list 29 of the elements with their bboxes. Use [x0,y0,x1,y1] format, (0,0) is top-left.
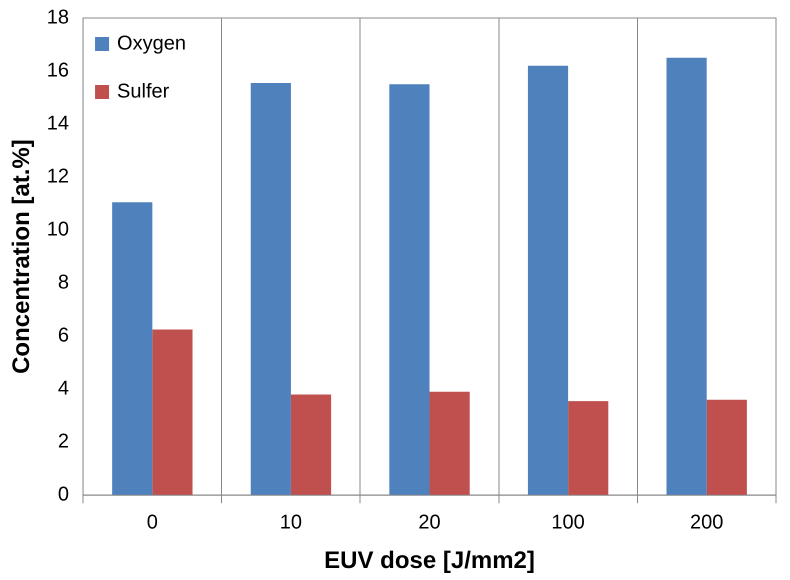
bar [706,400,747,496]
legend-label: Sulfer [117,80,170,103]
bar [389,84,430,496]
y-axis-title: Concentration [at.%] [8,139,36,374]
bar [250,82,291,496]
x-tick-label: 0 [146,512,158,534]
y-tick-label: 8 [58,272,70,294]
x-tick-label: 10 [280,512,302,534]
x-tick-label: 200 [690,512,724,534]
x-tick-label: 20 [418,512,441,534]
y-tick-label: 14 [46,112,70,135]
bar [568,401,608,496]
y-tick-label: 2 [58,430,70,453]
bar [152,330,193,496]
y-tick-label: 4 [58,378,70,400]
legend-label: Oxygen [117,32,186,55]
bar [290,394,332,496]
bar [528,66,568,496]
x-axis-title: EUV dose [J/mm2] [324,547,535,574]
y-tick-label: 12 [46,166,70,188]
y-tick-label: 0 [58,484,70,506]
x-tick-label: 100 [551,512,585,534]
y-tick-label: 16 [46,60,70,82]
bar [112,202,152,496]
bar [430,392,470,496]
y-tick-label: 10 [46,218,70,241]
bar [666,58,707,496]
y-tick-label: 18 [46,6,70,29]
y-tick-label: 6 [58,324,70,347]
